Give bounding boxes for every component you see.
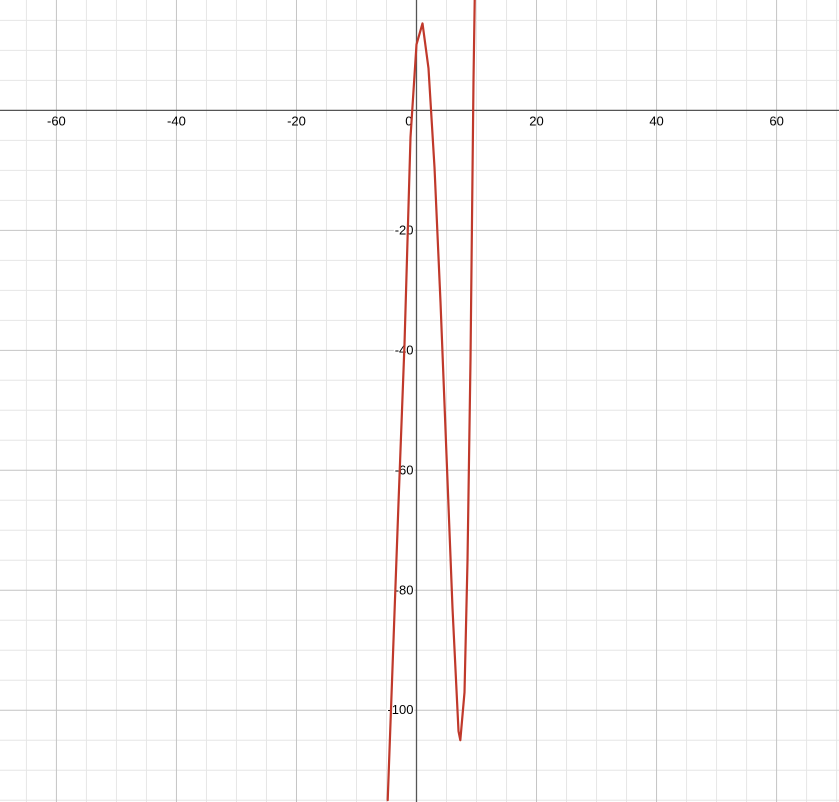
y-tick-label: -80 [395,582,414,597]
x-tick-label: -40 [167,113,186,128]
curves [386,0,476,802]
y-tick-label: -60 [395,462,414,477]
y-tick-label: -100 [387,702,413,717]
x-tick-label: 40 [649,113,663,128]
tick-labels: -60-40-20204060020-20-40-60-80-100 [47,113,784,718]
x-tick-label: 60 [769,113,783,128]
y-tick-label: -20 [395,222,414,237]
x-tick-label: -60 [47,113,66,128]
origin-label: 0 [405,113,412,128]
x-tick-label: 20 [529,113,543,128]
x-tick-label: -20 [287,113,306,128]
function-curve [386,0,476,802]
